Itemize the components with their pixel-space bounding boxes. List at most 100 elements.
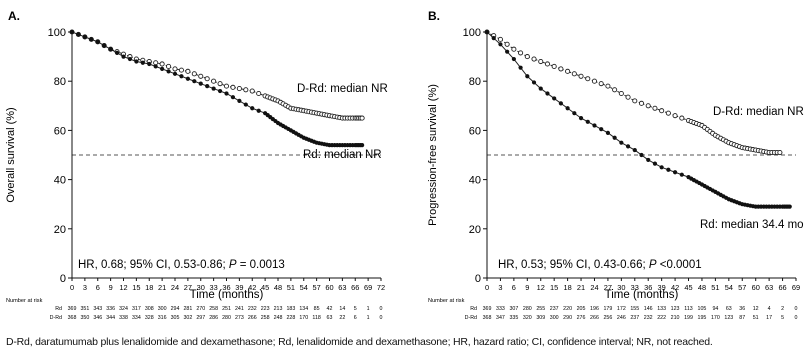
data-point	[632, 98, 638, 104]
data-point	[243, 87, 249, 93]
data-point	[153, 64, 158, 69]
risk-value: 42	[327, 306, 333, 312]
x-tick-label: 57	[738, 283, 746, 292]
x-tick-label: 3	[498, 283, 502, 292]
data-point	[572, 111, 577, 116]
risk-value: 87	[739, 315, 745, 321]
risk-row-label: Rd	[470, 306, 477, 312]
risk-value: 241	[235, 306, 244, 312]
x-tick-label: 0	[485, 283, 489, 292]
data-point	[524, 54, 530, 60]
x-tick-label: 18	[563, 283, 571, 292]
risk-value: 246	[617, 315, 626, 321]
risk-value: 133	[657, 306, 666, 312]
data-point	[211, 78, 217, 84]
data-point	[578, 116, 584, 121]
risk-value: 222	[657, 315, 666, 321]
risk-value: 118	[312, 315, 320, 321]
data-point	[679, 172, 684, 177]
x-tick-label: 42	[248, 283, 256, 292]
data-point	[223, 83, 230, 89]
risk-value: 248	[274, 315, 283, 321]
data-point	[652, 161, 658, 166]
data-point	[95, 39, 100, 44]
x-tick-label: 63	[338, 283, 346, 292]
risk-value: 346	[93, 315, 102, 321]
risk-value: 36	[739, 306, 745, 312]
y-axis-label: Progression-free survival (%)	[427, 84, 439, 226]
data-point	[531, 80, 537, 85]
y-tick-label: 20	[469, 224, 481, 236]
x-axis-label: Time (months)	[190, 289, 264, 301]
x-tick-label: 54	[725, 283, 733, 292]
annotation-rd-median: Rd: median NR	[303, 149, 382, 161]
risk-value: 316	[158, 315, 167, 321]
annotation-rd-median: Rd: median 34.4 mo	[700, 219, 804, 231]
data-point	[679, 115, 685, 121]
data-point	[585, 76, 591, 82]
risk-value: 258	[261, 315, 270, 321]
data-point	[205, 84, 210, 89]
data-point	[659, 165, 664, 170]
series-drd	[484, 29, 783, 156]
x-tick-label: 48	[698, 283, 706, 292]
data-point	[82, 34, 87, 40]
risk-value: 5	[354, 306, 357, 312]
data-point	[134, 59, 139, 64]
risk-value: 309	[536, 315, 545, 321]
x-tick-label: 60	[325, 283, 333, 292]
risk-value: 286	[209, 315, 218, 321]
data-point	[360, 143, 365, 148]
risk-value: 368	[68, 315, 77, 321]
data-point	[243, 102, 248, 107]
y-tick-label: 100	[463, 27, 481, 39]
risk-value: 351	[80, 306, 89, 312]
data-point	[558, 66, 564, 72]
data-point	[211, 86, 216, 91]
data-point	[224, 91, 229, 96]
data-point	[612, 135, 617, 140]
data-point	[551, 63, 557, 69]
x-tick-label: 45	[261, 283, 269, 292]
data-point	[250, 106, 255, 111]
data-point	[69, 29, 75, 35]
data-point	[191, 71, 197, 77]
x-tick-label: 21	[577, 283, 585, 292]
data-point	[518, 50, 524, 56]
x-tick-label: 54	[300, 283, 308, 292]
x-tick-label: 63	[765, 283, 773, 292]
panel-label: A.	[8, 9, 20, 23]
risk-value: 237	[630, 315, 639, 321]
data-point	[605, 83, 611, 89]
y-tick-label: 40	[469, 175, 481, 187]
data-point	[518, 65, 523, 70]
y-tick-label: 0	[60, 273, 66, 285]
x-tick-label: 39	[235, 283, 243, 292]
data-point	[545, 91, 550, 96]
risk-value: 220	[563, 306, 572, 312]
data-point	[121, 54, 126, 59]
risk-value: 105	[698, 306, 707, 312]
risk-value: 5	[781, 315, 784, 321]
data-point	[538, 58, 544, 65]
risk-value: 369	[68, 306, 77, 312]
risk-value: 266	[590, 315, 599, 321]
x-tick-label: 15	[132, 283, 140, 292]
y-tick-label: 40	[54, 175, 66, 187]
annotation-drd-median: D-Rd: median NR	[713, 106, 804, 118]
data-point	[192, 79, 197, 84]
risk-value: 333	[496, 306, 505, 312]
hr-text: HR, 0.53; 95% CI, 0.43-0.66;	[498, 259, 649, 271]
x-tick-label: 66	[351, 283, 359, 292]
x-tick-label: 27	[604, 283, 612, 292]
x-tick-label: 12	[537, 283, 545, 292]
risk-value: 228	[286, 315, 295, 321]
risk-value: 300	[550, 315, 559, 321]
data-point	[632, 147, 637, 153]
data-point	[185, 68, 191, 74]
risk-value: 294	[171, 306, 180, 312]
x-tick-label: 69	[364, 283, 372, 292]
risk-value: 205	[577, 306, 586, 312]
